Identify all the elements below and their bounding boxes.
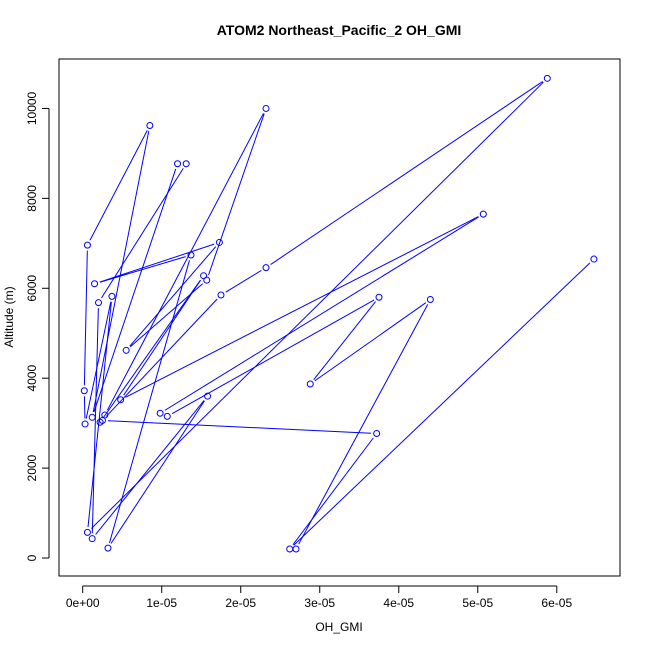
series-segment (298, 304, 429, 545)
x-tick-label: 3e-05 (304, 596, 335, 610)
y-tick-label: 0 (25, 554, 39, 561)
data-point (146, 122, 154, 130)
data-point (373, 429, 381, 437)
data-point (306, 380, 314, 388)
y-axis: 0 2000 4000 6000 8000 10000 (25, 91, 50, 561)
data-point (81, 420, 89, 428)
plot-frame (58, 58, 621, 577)
data-point (104, 544, 112, 552)
data-point (292, 545, 300, 553)
series-segment (225, 270, 262, 293)
data-point (83, 528, 91, 536)
data-point (91, 280, 99, 288)
series-layer (80, 74, 598, 553)
series-segment (83, 396, 86, 419)
y-tick-label: 4000 (25, 365, 39, 392)
data-point (543, 74, 551, 82)
chart-title: ATOM2 Northeast_Pacific_2 OH_GMI (217, 22, 462, 38)
series-segment (129, 283, 203, 348)
data-point (83, 241, 91, 249)
series-segment (164, 216, 479, 411)
data-point (163, 412, 171, 420)
data-point (122, 346, 130, 354)
x-axis: 0e+00 1e-05 2e-05 3e-05 4e-05 5e-05 6e-05 (66, 585, 572, 610)
data-point (375, 293, 383, 301)
series-segment (109, 260, 190, 543)
data-point (204, 392, 212, 400)
series-segment (293, 262, 591, 546)
data-point (215, 238, 223, 246)
data-point (156, 409, 164, 417)
series-segment (123, 279, 201, 396)
series-segment (314, 302, 427, 382)
series-segment (106, 113, 264, 411)
y-tick-label: 8000 (25, 185, 39, 212)
x-tick-label: 6e-05 (541, 596, 572, 610)
series-segment (171, 299, 375, 415)
series-segment (101, 168, 184, 299)
data-point (88, 535, 96, 543)
y-tick-label: 2000 (25, 454, 39, 481)
data-point (108, 292, 116, 300)
data-point (182, 160, 190, 168)
data-point (426, 296, 434, 304)
data-point (217, 291, 225, 299)
series-segment (93, 168, 177, 413)
series-segment (99, 243, 215, 283)
data-point (98, 416, 106, 424)
y-tick-label: 10000 (25, 91, 39, 125)
series-segment (110, 400, 205, 544)
y-tick-label: 6000 (25, 275, 39, 302)
series-segment (83, 250, 88, 386)
data-point (187, 251, 195, 259)
series-segment (99, 256, 186, 283)
data-point (479, 210, 487, 218)
x-tick-label: 1e-05 (146, 596, 177, 610)
series-segment (91, 81, 544, 529)
series-segment (125, 216, 479, 398)
series-segment (292, 437, 374, 545)
data-point (95, 299, 103, 307)
data-point (286, 545, 294, 553)
data-point (262, 104, 270, 112)
series-segment (208, 113, 265, 276)
data-point (262, 264, 270, 272)
series-segment (129, 246, 217, 347)
series-segment (270, 80, 544, 265)
series-segment (107, 420, 372, 434)
series-segment (95, 400, 205, 535)
data-point (88, 413, 96, 421)
series-segment (85, 301, 112, 419)
series-segment (89, 130, 148, 241)
series-segment (102, 279, 201, 419)
data-point (80, 387, 88, 395)
x-tick-label: 4e-05 (383, 596, 414, 610)
series-segment (313, 301, 376, 381)
data-point (203, 276, 211, 284)
series-segment (105, 298, 218, 417)
series-segment (92, 130, 150, 413)
x-axis-label: OH_GMI (315, 620, 362, 634)
data-point (590, 255, 598, 263)
x-tick-label: 5e-05 (462, 596, 493, 610)
series-segment (91, 308, 99, 534)
x-tick-label: 0e+00 (66, 596, 100, 610)
series-segment (87, 301, 112, 527)
data-point (174, 160, 182, 168)
y-axis-label: Altitude (m) (2, 286, 16, 347)
x-tick-label: 2e-05 (225, 596, 256, 610)
data-point (117, 396, 125, 404)
